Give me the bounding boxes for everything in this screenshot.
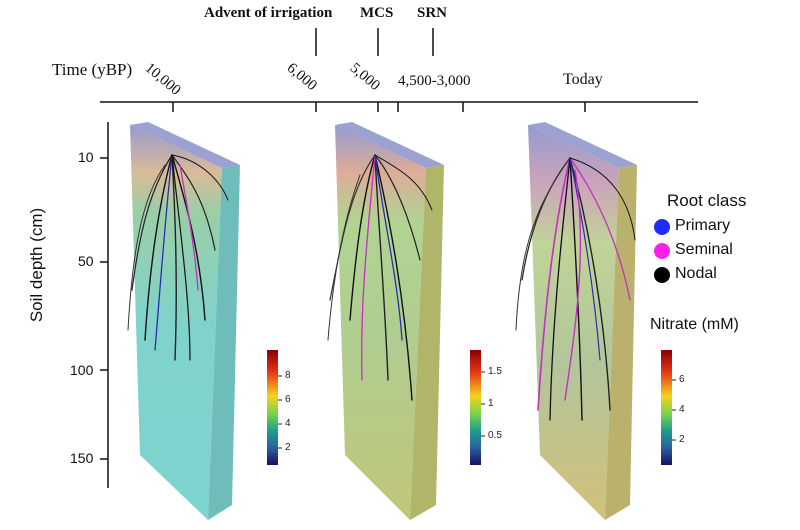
- colorbar-3: [661, 350, 672, 465]
- event-mcs-label: MCS: [360, 5, 394, 21]
- root-system-2: [327, 154, 433, 401]
- legend-seminal-label: Seminal: [675, 241, 733, 258]
- soil-block-2: [335, 122, 444, 520]
- depth-tick-10: 10: [78, 149, 94, 165]
- soil-block-3: [528, 122, 637, 520]
- colorbar-1: [267, 350, 278, 465]
- depth-tick-50: 50: [78, 253, 94, 269]
- event-srn-label: SRN: [417, 5, 448, 21]
- root-system-3: [515, 157, 636, 421]
- colorbar-1-tick: 6: [285, 394, 291, 405]
- legend-title: Root class: [667, 191, 747, 210]
- colorbar-2: [470, 350, 481, 465]
- legend-primary-dot: [654, 219, 670, 235]
- colorbar-3-tick: 4: [679, 404, 685, 415]
- time-tick-today: Today: [563, 71, 603, 88]
- time-axis-label: Time (yBP): [52, 60, 133, 79]
- colorbar-2-tick: 0.5: [488, 430, 502, 441]
- colorbar-2-tick: 1: [488, 398, 494, 409]
- root-system-1: [127, 154, 229, 361]
- nitrate-title: Nitrate (mM): [650, 316, 739, 333]
- colorbar-3-tick: 2: [679, 434, 685, 445]
- legend-seminal-dot: [654, 243, 670, 259]
- legend-nodal-dot: [654, 267, 670, 283]
- legend-nodal-label: Nodal: [675, 265, 717, 282]
- time-tick-4500-3000: 4,500-3,000: [398, 73, 471, 89]
- depth-tick-150: 150: [70, 450, 94, 466]
- colorbar-3-tick: 6: [679, 374, 685, 385]
- colorbar-1-tick: 8: [285, 370, 291, 381]
- colorbar-1-tick: 4: [285, 418, 291, 429]
- colorbar-1-tick: 2: [285, 442, 291, 453]
- colorbar-2-tick: 1.5: [488, 366, 502, 377]
- depth-tick-100: 100: [70, 362, 94, 378]
- event-irrigation-label: Advent of irrigation: [204, 5, 333, 21]
- legend-primary-label: Primary: [675, 217, 731, 234]
